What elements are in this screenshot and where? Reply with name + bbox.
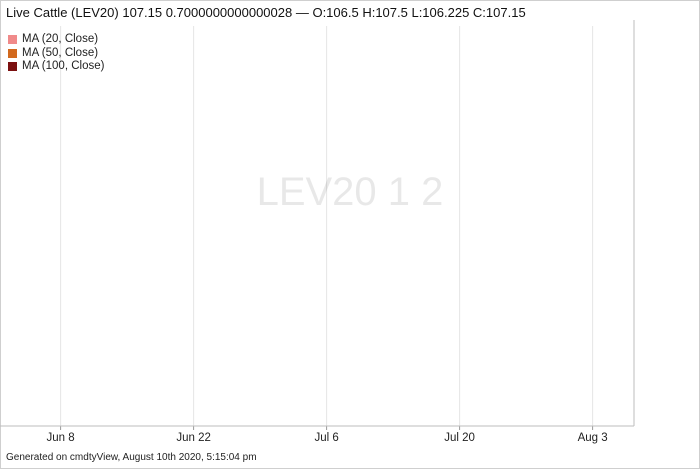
legend-swatch-ma50 — [8, 48, 17, 58]
x-tick-label: Aug 3 — [578, 432, 608, 444]
legend-swatch-ma100 — [8, 62, 17, 72]
x-tick-label: Jul 6 — [314, 432, 338, 444]
legend-item-ma50[interactable]: MA (50, Close) — [8, 47, 104, 61]
legend-swatch-ma20 — [8, 35, 17, 45]
legend-item-ma20[interactable]: MA (20, Close) — [8, 33, 104, 47]
watermark: LEV20 1 2 — [257, 170, 444, 214]
footer-text: Generated on cmdtyView, August 10th 2020… — [6, 452, 257, 463]
legend-label-ma20: MA (20, Close) — [22, 33, 99, 45]
x-tick-label: Jun 8 — [47, 432, 75, 444]
x-tick-label: Jul 20 — [444, 432, 475, 444]
x-tick-label: Jun 22 — [176, 432, 211, 444]
grid — [60, 26, 594, 426]
legend-item-ma100[interactable]: MA (100, Close) — [8, 60, 104, 74]
chart-title: Live Cattle (LEV20) 107.15 0.70000000000… — [6, 5, 526, 20]
legend: MA (20, Close) MA (50, Close) MA (100, C… — [8, 33, 104, 74]
axes: 96.00098.000100.000102.000104.000106.000… — [0, 20, 635, 444]
legend-label-ma100: MA (100, Close) — [22, 60, 105, 72]
legend-label-ma50: MA (50, Close) — [22, 46, 99, 59]
